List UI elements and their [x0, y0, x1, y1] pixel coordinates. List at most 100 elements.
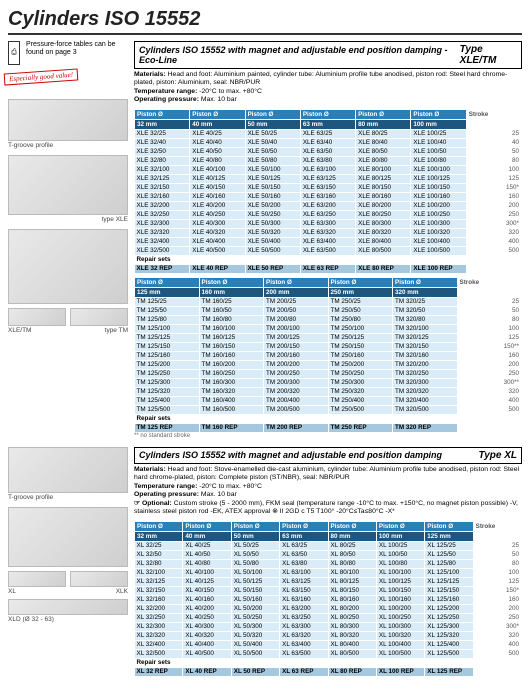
table-cell: XL 63/500 [280, 649, 328, 658]
table-cell: XL 32/200 [135, 604, 183, 613]
table-cell: TM 250/200 [328, 360, 393, 369]
table-cell: TM 320/50 [393, 306, 458, 315]
table-row: XL 32/125XL 40/125XL 50/125XL 63/125XL 8… [135, 577, 522, 586]
table-cell: TM 200/100 [264, 324, 329, 333]
repair-cell: XL 40 REP [183, 667, 231, 676]
product-image-tm-small [70, 308, 128, 326]
table-cell: XLE 50/500 [245, 246, 300, 255]
col-stroke-header: Stroke [466, 109, 521, 119]
table-cell: XL 80/300 [328, 622, 376, 631]
caption-xletm: XLE/TM [8, 327, 66, 334]
table-cell: 160 [457, 351, 522, 360]
table-cell: TM 160/250 [199, 369, 264, 378]
table-row: XLE 32/150XLE 40/150XLE 50/150XLE 63/150… [135, 183, 522, 192]
table-cell: TM 320/500 [393, 405, 458, 414]
col-piston-header: Piston Ø [425, 521, 473, 531]
col-size-header: 100 mm [376, 531, 424, 541]
repair-cell: XL 32 REP [135, 667, 183, 676]
table-cell: XL 125/100 [425, 568, 473, 577]
col-size-header: 63 mm [280, 531, 328, 541]
col-size-header: 80 mm [328, 531, 376, 541]
table-cell: XL 40/500 [183, 649, 231, 658]
table-cell: TM 320/400 [393, 396, 458, 405]
table-cell: TM 320/250 [393, 369, 458, 378]
table-row: XL 32/80XL 40/80XL 50/80XL 63/80XL 80/80… [135, 559, 522, 568]
table-cell: TM 160/300 [199, 378, 264, 387]
table-row: XLE 32/200XLE 40/200XLE 50/200XLE 63/200… [135, 201, 522, 210]
repair-row: XL 32 REPXL 40 REPXL 50 REPXL 63 REPXL 8… [135, 667, 522, 676]
table-cell: XLE 32/160 [135, 192, 190, 201]
table-cell: TM 250/320 [328, 387, 393, 396]
meta-press-a: Max. 10 bar [201, 96, 237, 103]
table-cell: XL 50/400 [231, 640, 279, 649]
table-cell: TM 320/25 [393, 297, 458, 306]
table-cell: XLE 32/125 [135, 174, 190, 183]
table-row: XLE 32/50XLE 40/50XLE 50/50XLE 63/50XLE … [135, 147, 522, 156]
table-cell: XLE 50/80 [245, 156, 300, 165]
table-cell: XLE 50/250 [245, 210, 300, 219]
table-cell: 400 [473, 640, 521, 649]
table-cell: TM 125/400 [135, 396, 200, 405]
caption-tgroove-b: T-groove profile [8, 494, 128, 501]
table-cell: XLE 80/500 [356, 246, 411, 255]
table-cell: TM 250/100 [328, 324, 393, 333]
table-cell: XLE 80/300 [356, 219, 411, 228]
table-cell: 50 [466, 147, 521, 156]
table-cell: XLE 80/320 [356, 228, 411, 237]
table-cell: 320 [473, 631, 521, 640]
caption-typexle: type XLE [8, 216, 128, 223]
table-cell: XLE 100/300 [411, 219, 466, 228]
table-cell: XLE 32/400 [135, 237, 190, 246]
table-cell: TM 200/250 [264, 369, 329, 378]
col-piston-header: Piston Ø [183, 521, 231, 531]
repair-cell: XL 125 REP [425, 667, 473, 676]
meta-press-label-a: Operating pressure: [134, 96, 199, 103]
table-cell: 200 [473, 604, 521, 613]
table-cell: XL 125/200 [425, 604, 473, 613]
table-cell: XL 80/400 [328, 640, 376, 649]
table-cell: TM 160/50 [199, 306, 264, 315]
table-row: XL 32/500XL 40/500XL 50/500XL 63/500XL 8… [135, 649, 522, 658]
table-row: XL 32/160XL 40/160XL 50/160XL 63/160XL 8… [135, 595, 522, 604]
repair-row: TM 125 REPTM 160 REPTM 200 REPTM 250 REP… [135, 423, 522, 432]
table-cell: 400 [466, 237, 521, 246]
table-cell: XLE 63/320 [300, 228, 355, 237]
table-cell: XL 100/400 [376, 640, 424, 649]
table-row: XLE 32/25XLE 40/25XLE 50/25XLE 63/25XLE … [135, 129, 522, 138]
table-cell: XLE 100/320 [411, 228, 466, 237]
table-cell: XL 125/150 [425, 586, 473, 595]
repair-cell: TM 125 REP [135, 423, 200, 432]
xl-table: Piston ØPiston ØPiston ØPiston ØPiston Ø… [134, 521, 522, 676]
table-cell: XLE 63/150 [300, 183, 355, 192]
table-cell: XLE 63/25 [300, 129, 355, 138]
repair-cell: TM 320 REP [393, 423, 458, 432]
table-cell: XL 40/200 [183, 604, 231, 613]
table-cell: TM 200/400 [264, 396, 329, 405]
table-cell: TM 125/80 [135, 315, 200, 324]
table-row: TM 125/200TM 160/200TM 200/200TM 250/200… [135, 360, 522, 369]
table-cell: XL 63/25 [280, 541, 328, 550]
table-cell: TM 160/160 [199, 351, 264, 360]
table-cell: 50 [457, 306, 522, 315]
table-cell: XL 50/125 [231, 577, 279, 586]
pressure-note-text: Pressure-force tables can be found on pa… [26, 41, 128, 58]
table-cell: TM 250/50 [328, 306, 393, 315]
section-a-meta: Materials: Head and foot: Aluminium pain… [134, 69, 522, 109]
table-cell: XL 125/50 [425, 550, 473, 559]
table-cell: XLE 80/40 [356, 138, 411, 147]
table-cell: TM 160/200 [199, 360, 264, 369]
table-cell: TM 160/320 [199, 387, 264, 396]
table-cell: XLE 63/200 [300, 201, 355, 210]
table-cell: TM 160/100 [199, 324, 264, 333]
table-cell: XL 40/50 [183, 550, 231, 559]
table-cell: TM 125/300 [135, 378, 200, 387]
table-cell: TM 320/200 [393, 360, 458, 369]
table-cell: XLE 100/160 [411, 192, 466, 201]
table-row: XLE 32/80XLE 40/80XLE 50/80XLE 63/80XLE … [135, 156, 522, 165]
table-cell: 80 [473, 559, 521, 568]
col-size-header: 50 mm [231, 531, 279, 541]
table-cell: XL 100/50 [376, 550, 424, 559]
table-cell: 25 [473, 541, 521, 550]
table-row: TM 125/320TM 160/320TM 200/320TM 250/320… [135, 387, 522, 396]
table-cell: XL 63/160 [280, 595, 328, 604]
